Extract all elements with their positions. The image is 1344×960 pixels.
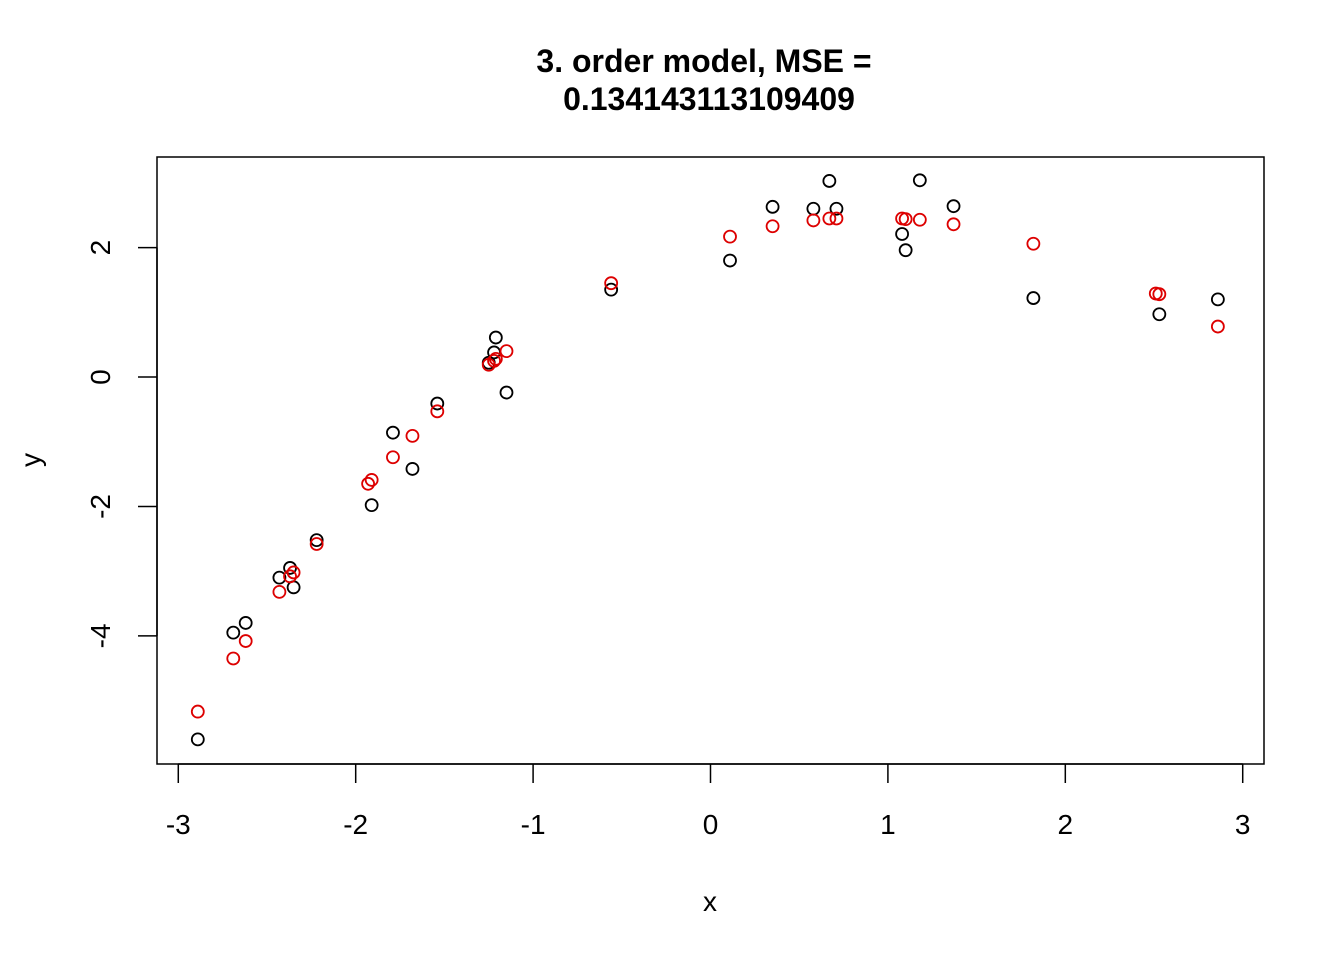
fitted-point [488, 352, 503, 366]
x-tick-label: -3 [166, 809, 191, 840]
fitted-point [238, 634, 253, 648]
observed-point [488, 330, 503, 345]
observed-point [405, 462, 420, 476]
y-axis-label: y [15, 453, 46, 467]
x-tick-label: -1 [521, 809, 546, 840]
fitted-point [822, 211, 837, 226]
observed-point [238, 616, 253, 630]
observed-point [1210, 292, 1225, 307]
x-tick-label: 3 [1235, 809, 1251, 840]
fitted-point [604, 276, 619, 291]
observed-point [912, 173, 927, 188]
observed-point [386, 425, 400, 440]
observed-point [430, 396, 445, 411]
x-tick-label: -2 [343, 809, 368, 840]
x-axis: -3 -2 -1 0 1 2 3 [166, 763, 1251, 840]
fitted-point [946, 217, 961, 232]
y-axis: -4 -2 0 2 [85, 240, 158, 648]
fitted-point [405, 429, 420, 443]
observed-point [309, 533, 324, 547]
observed-point [946, 199, 961, 214]
observed-point [226, 625, 241, 640]
y-tick-label: -4 [85, 623, 116, 648]
observed-point [190, 732, 205, 747]
fitted-point [912, 212, 927, 227]
data-points [190, 173, 1225, 747]
observed-point [1152, 307, 1167, 322]
fitted-point [806, 213, 821, 228]
fitted-point [364, 473, 379, 487]
fitted-point [190, 704, 205, 719]
fitted-point [386, 450, 400, 465]
observed-point [765, 199, 780, 214]
observed-point [895, 227, 909, 241]
fitted-point [765, 219, 780, 234]
fitted-point [898, 212, 913, 227]
x-axis-label: x [703, 886, 717, 917]
fitted-point [1152, 287, 1167, 302]
observed-point [1026, 291, 1041, 305]
x-tick-label: 0 [703, 809, 719, 840]
fitted-point [272, 584, 287, 599]
observed-point [829, 201, 844, 216]
fitted-point [487, 353, 501, 368]
observed-point [898, 243, 913, 258]
chart-title-line1: 3. order model, MSE = [536, 43, 871, 79]
fitted-point [829, 211, 844, 226]
fitted-point [309, 537, 324, 551]
fitted-point [1210, 319, 1225, 334]
chart-title-line2: 0.134143113109409 [563, 81, 855, 117]
observed-point [806, 201, 821, 216]
fitted-point [1026, 236, 1041, 251]
plot-area-frame [156, 156, 1265, 765]
y-tick-label: 2 [85, 240, 116, 256]
observed-point [499, 385, 514, 400]
fitted-point [286, 565, 301, 580]
x-tick-label: 2 [1058, 809, 1074, 840]
fitted-point [361, 476, 376, 491]
fitted-point [283, 569, 297, 584]
observed-point [272, 570, 287, 585]
fitted-point [723, 229, 737, 244]
y-tick-label: 0 [85, 369, 116, 385]
observed-point [604, 282, 619, 297]
x-tick-label: 1 [880, 809, 896, 840]
observed-point [723, 253, 737, 268]
observed-point [822, 174, 837, 188]
fitted-point [430, 404, 445, 419]
y-tick-label: -2 [85, 494, 116, 519]
fitted-point [499, 344, 514, 359]
observed-point [364, 498, 379, 513]
fitted-point [226, 651, 241, 666]
